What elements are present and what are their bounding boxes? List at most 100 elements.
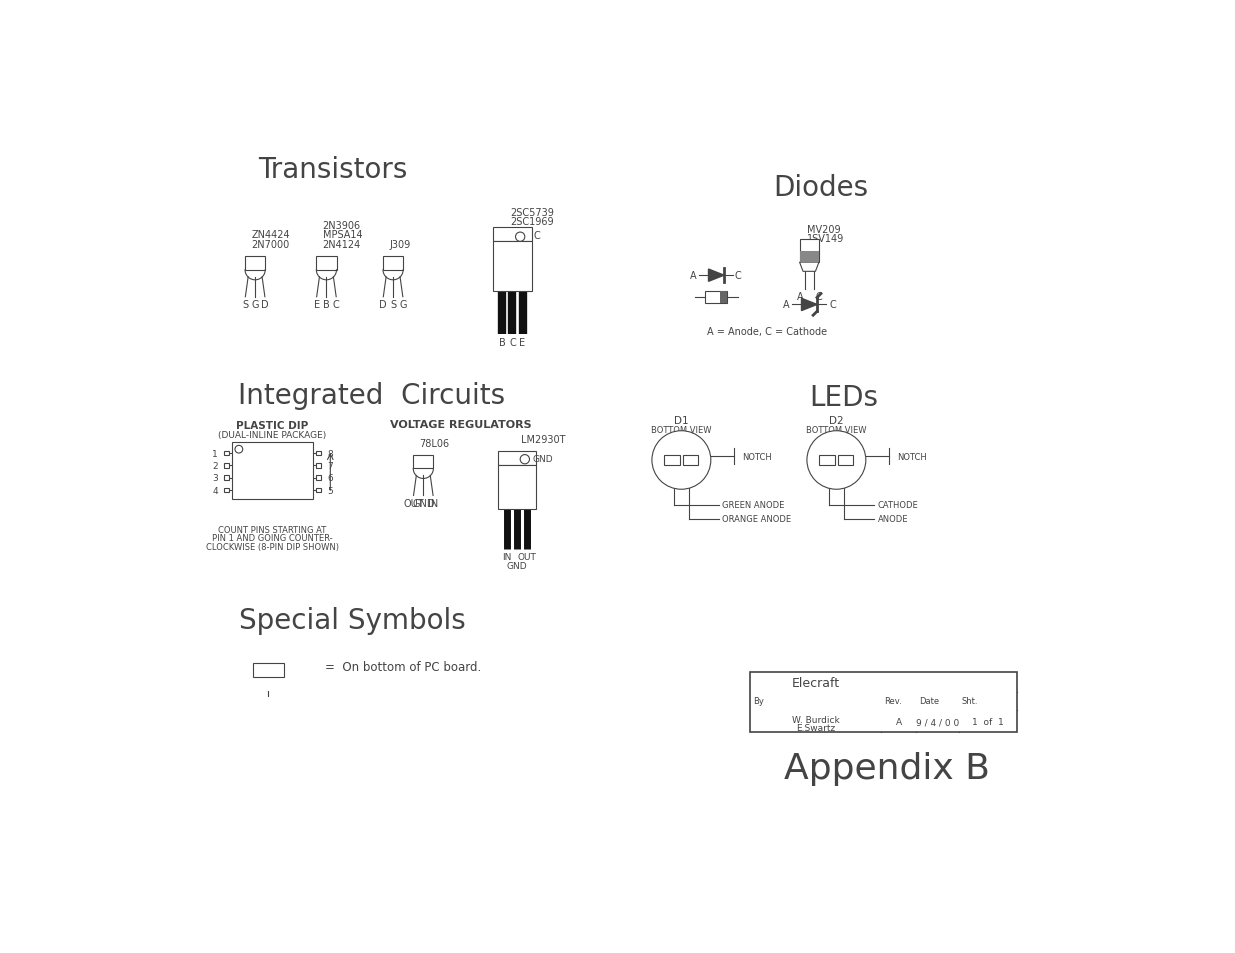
Text: IN: IN	[429, 498, 438, 509]
Text: 5: 5	[327, 486, 333, 495]
Text: 2SC1969: 2SC1969	[510, 217, 553, 227]
Text: C: C	[815, 292, 823, 302]
Text: A: A	[689, 271, 697, 281]
Text: Sht.: Sht.	[962, 697, 978, 706]
Text: 2SC5739: 2SC5739	[510, 208, 555, 218]
Bar	[799, 252, 819, 263]
Text: NOTCH: NOTCH	[897, 452, 926, 461]
Bar	[498, 452, 536, 465]
Text: (DUAL-INLINE PACKAGE): (DUAL-INLINE PACKAGE)	[219, 431, 326, 439]
Text: A = Anode, C = Cathode: A = Anode, C = Cathode	[706, 327, 826, 337]
Text: MV209: MV209	[806, 225, 841, 234]
Text: CLOCKWISE (8-PIN DIP SHOWN): CLOCKWISE (8-PIN DIP SHOWN)	[206, 542, 338, 551]
Polygon shape	[383, 271, 403, 280]
Circle shape	[515, 233, 525, 242]
Text: C: C	[534, 231, 541, 241]
Text: D2: D2	[829, 416, 844, 425]
Bar	[224, 488, 228, 493]
Text: 8: 8	[327, 449, 333, 458]
Circle shape	[806, 432, 866, 490]
Polygon shape	[414, 469, 433, 479]
Text: 1: 1	[212, 449, 217, 458]
Text: GND: GND	[532, 455, 553, 463]
Text: LM2930T: LM2930T	[521, 435, 566, 445]
Text: B: B	[499, 337, 505, 348]
Text: IN: IN	[503, 553, 511, 562]
Text: PIN 1 AND GOING COUNTER-: PIN 1 AND GOING COUNTER-	[212, 534, 332, 542]
Text: 7: 7	[327, 461, 333, 471]
Bar	[316, 463, 321, 468]
Text: A: A	[895, 718, 902, 726]
Text: CATHODE: CATHODE	[877, 500, 918, 510]
Text: 2N7000: 2N7000	[251, 239, 289, 250]
Text: Integrated  Circuits: Integrated Circuits	[238, 381, 505, 409]
Bar	[316, 476, 321, 480]
Text: 1SV149: 1SV149	[806, 234, 845, 244]
Bar	[799, 240, 819, 263]
Text: PLASTIC DIP: PLASTIC DIP	[236, 421, 309, 431]
Polygon shape	[316, 271, 336, 280]
Text: 2: 2	[212, 461, 217, 471]
Text: Rev.: Rev.	[884, 697, 903, 706]
Text: A: A	[797, 292, 803, 302]
Text: 4: 4	[212, 486, 217, 495]
Text: C: C	[735, 271, 741, 281]
Text: E: E	[520, 337, 526, 348]
Text: W. Burdick: W. Burdick	[792, 715, 840, 724]
Bar	[493, 242, 532, 292]
Bar	[224, 452, 228, 456]
Bar	[414, 456, 433, 469]
Text: E.Swartz: E.Swartz	[795, 723, 835, 733]
Text: Transistors: Transistors	[258, 155, 408, 184]
Circle shape	[235, 446, 243, 454]
Text: G: G	[399, 300, 406, 310]
Text: NOTCH: NOTCH	[742, 452, 772, 461]
Bar	[245, 256, 266, 271]
Text: COUNT PINS STARTING AT: COUNT PINS STARTING AT	[219, 525, 326, 535]
Text: ANODE: ANODE	[877, 515, 908, 523]
Bar	[498, 465, 536, 510]
Text: GND: GND	[506, 561, 527, 571]
Polygon shape	[245, 271, 266, 280]
Text: G: G	[252, 300, 259, 310]
Text: ORANGE ANODE: ORANGE ANODE	[722, 515, 792, 523]
Text: OUT: OUT	[403, 498, 424, 509]
Bar	[720, 292, 727, 304]
Text: B: B	[324, 300, 330, 310]
Text: 2N3906: 2N3906	[322, 221, 361, 231]
Text: D1: D1	[674, 416, 689, 425]
Text: 2N4124: 2N4124	[322, 239, 361, 250]
Bar	[224, 463, 228, 468]
Text: BOTTOM VIEW: BOTTOM VIEW	[651, 425, 711, 435]
Text: 1  of  1: 1 of 1	[972, 718, 1004, 726]
Text: 78L06: 78L06	[420, 438, 450, 449]
Text: OUT: OUT	[517, 553, 536, 562]
Text: C: C	[509, 337, 516, 348]
Text: Date: Date	[919, 697, 940, 706]
Text: J309: J309	[389, 239, 410, 250]
Text: C: C	[829, 300, 836, 310]
Text: S: S	[242, 300, 248, 310]
Text: GREEN ANODE: GREEN ANODE	[722, 500, 784, 510]
Text: Diodes: Diodes	[773, 173, 868, 201]
Text: 3: 3	[212, 474, 217, 482]
Bar	[316, 256, 336, 271]
Bar	[493, 228, 532, 242]
Bar	[750, 672, 1016, 732]
Bar	[683, 456, 699, 466]
Polygon shape	[802, 299, 818, 312]
Text: S: S	[390, 300, 396, 310]
Text: A: A	[783, 300, 789, 310]
Text: ZN4424: ZN4424	[251, 230, 290, 240]
Bar	[224, 476, 228, 480]
Text: Special Symbols: Special Symbols	[238, 606, 466, 635]
Text: Elecraft: Elecraft	[792, 677, 840, 689]
Bar	[316, 452, 321, 456]
Text: E: E	[314, 300, 320, 310]
Text: MPSA14: MPSA14	[322, 230, 362, 240]
Text: D: D	[261, 300, 269, 310]
Text: =  On bottom of PC board.: = On bottom of PC board.	[325, 660, 482, 673]
Bar	[837, 456, 853, 466]
Bar	[705, 292, 727, 304]
Bar	[383, 256, 403, 271]
